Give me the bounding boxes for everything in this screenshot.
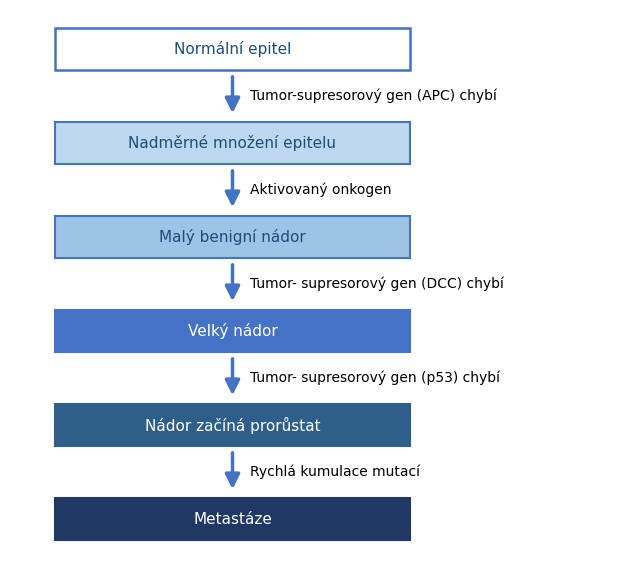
FancyBboxPatch shape <box>55 310 410 352</box>
Text: Velký nádor: Velký nádor <box>188 323 277 339</box>
Text: Aktivovaný onkogen: Aktivovaný onkogen <box>251 183 392 197</box>
Text: Tumor-supresorový gen (APC) chybí: Tumor-supresorový gen (APC) chybí <box>251 89 497 103</box>
Text: Malý benigní nádor: Malý benigní nádor <box>159 229 306 245</box>
FancyBboxPatch shape <box>55 28 410 70</box>
FancyBboxPatch shape <box>55 404 410 446</box>
Text: Metastáze: Metastáze <box>193 512 272 527</box>
FancyBboxPatch shape <box>55 498 410 540</box>
Text: Nádor začíná prorůstat: Nádor začíná prorůstat <box>145 417 320 434</box>
FancyBboxPatch shape <box>55 122 410 164</box>
Text: Normální epitel: Normální epitel <box>174 41 291 57</box>
Text: Tumor- supresorový gen (DCC) chybí: Tumor- supresorový gen (DCC) chybí <box>251 277 505 291</box>
FancyBboxPatch shape <box>55 216 410 258</box>
Text: Rychlá kumulace mutací: Rychlá kumulace mutací <box>251 465 420 479</box>
Text: Nadměrné množení epitelu: Nadměrné množení epitelu <box>129 135 336 151</box>
Text: Tumor- supresorový gen (p53) chybí: Tumor- supresorový gen (p53) chybí <box>251 370 500 386</box>
